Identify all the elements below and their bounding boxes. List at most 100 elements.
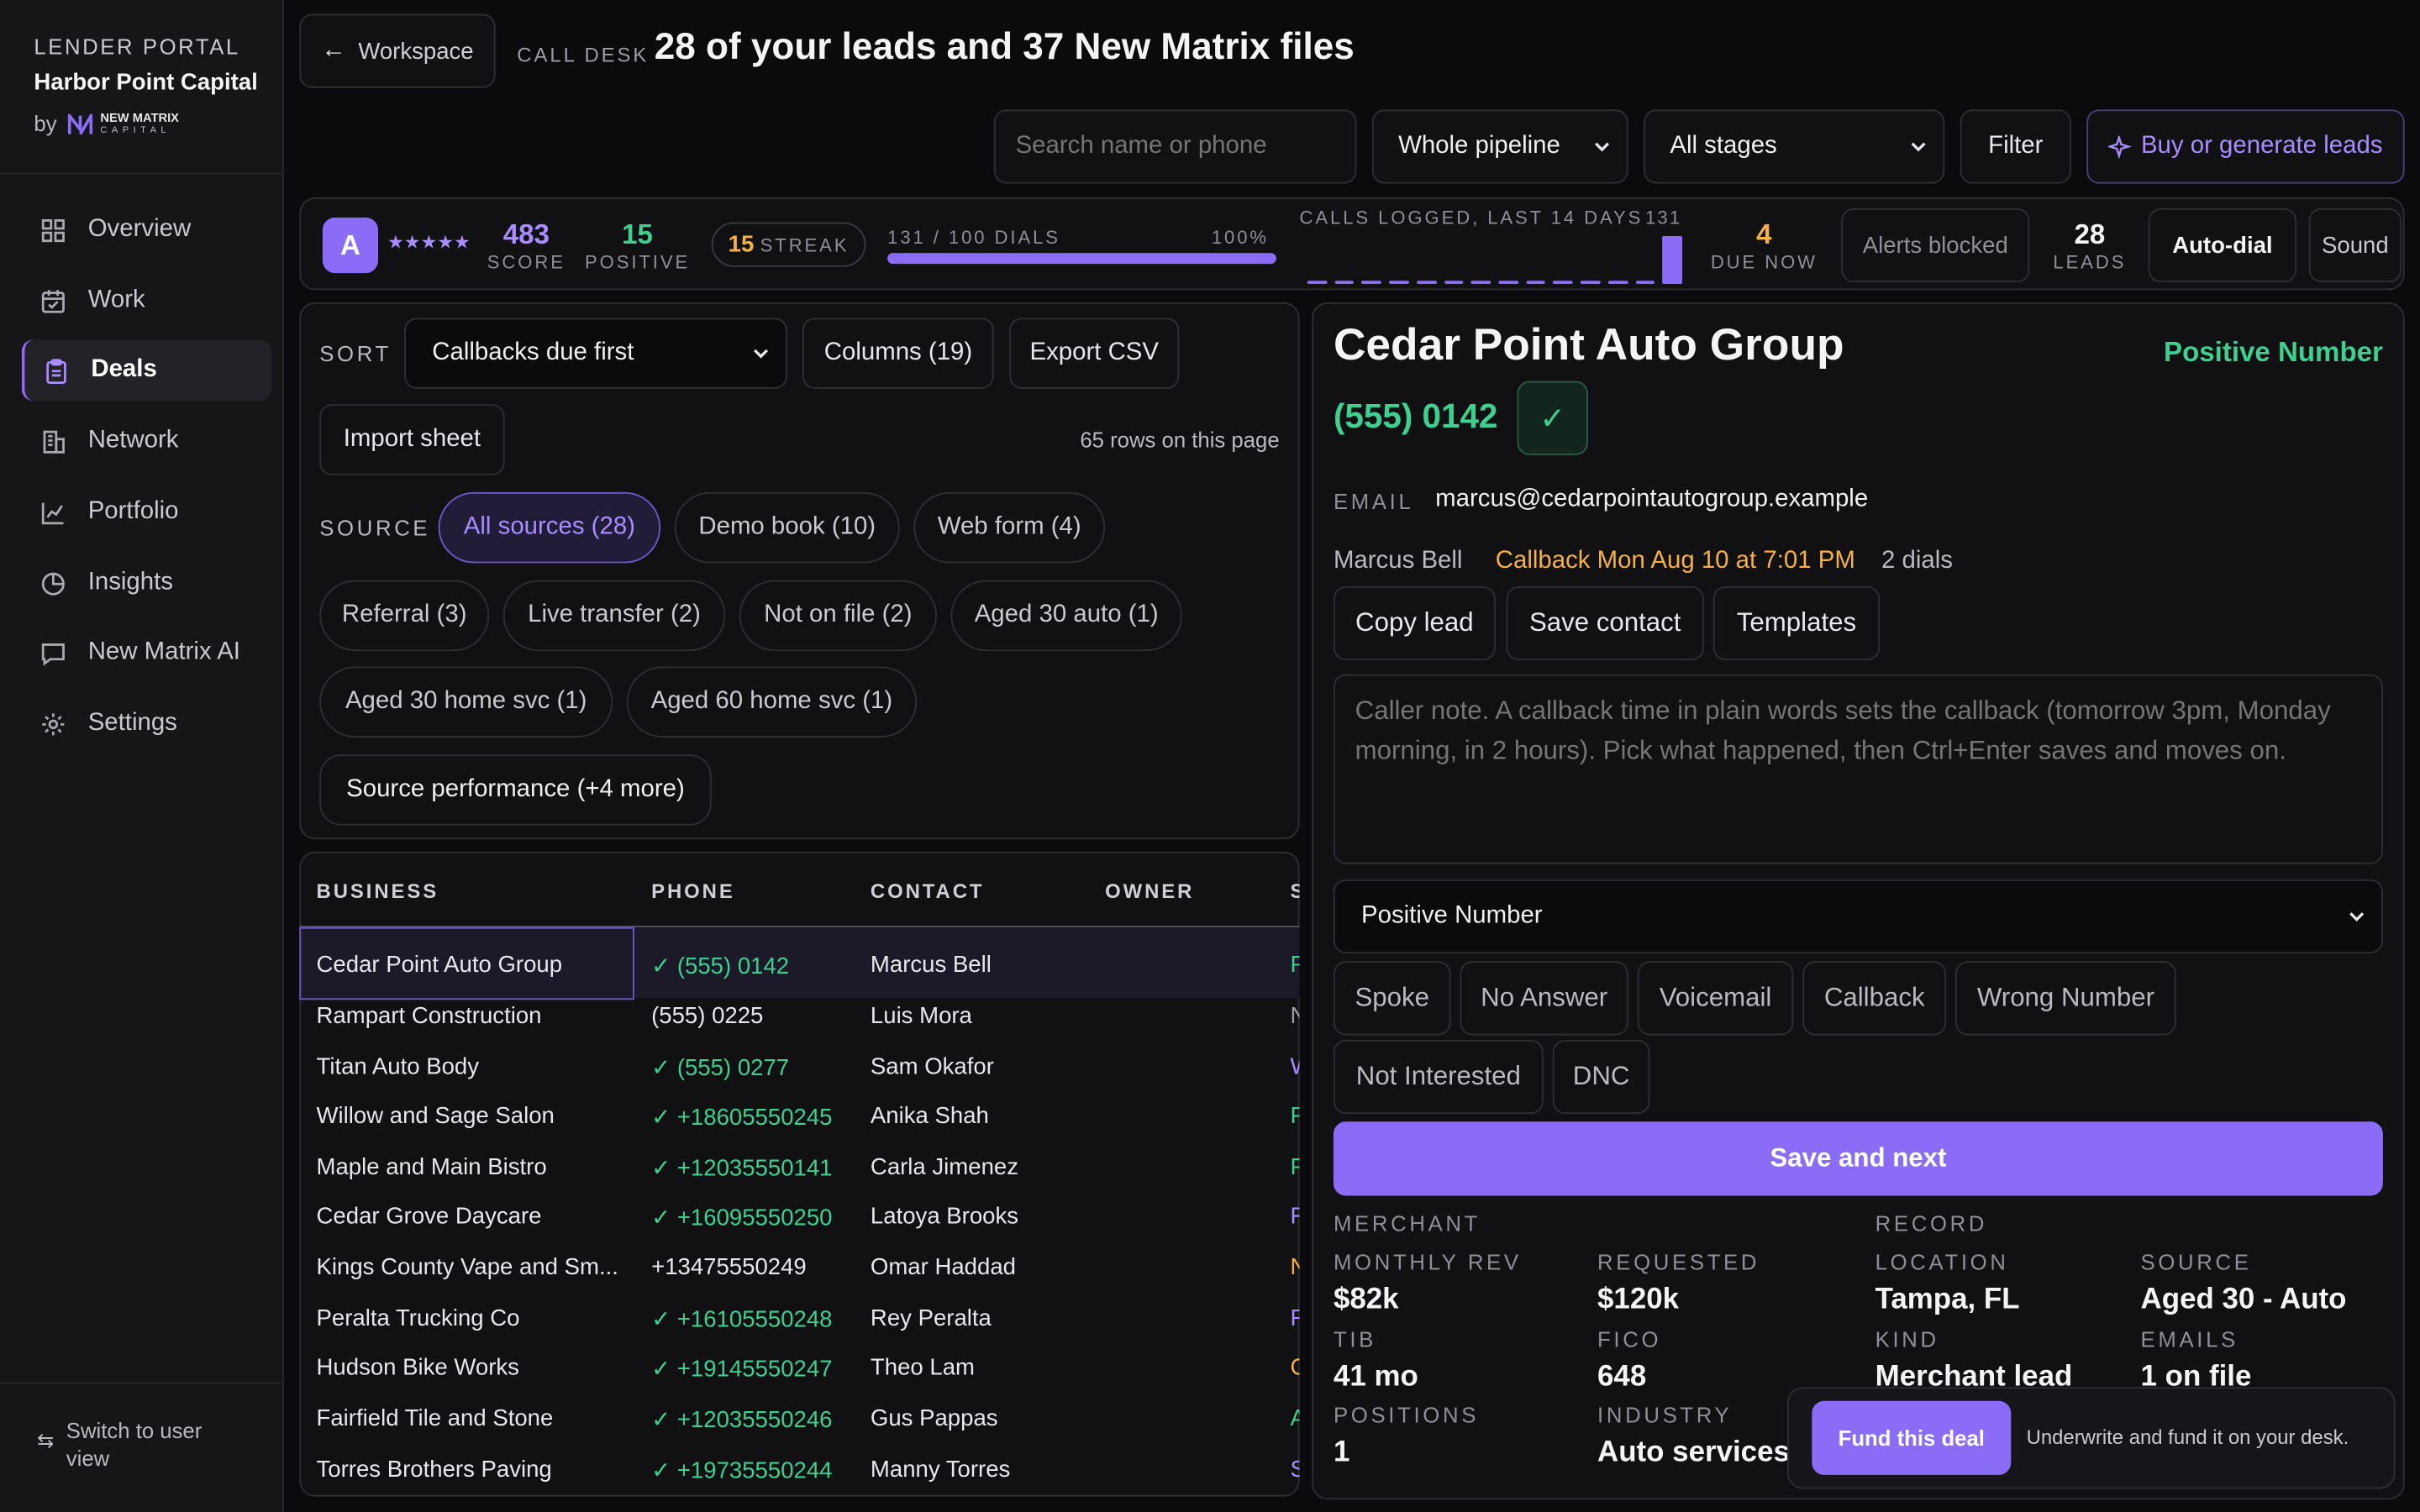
grid-icon: [41, 218, 65, 242]
auto-dial-button[interactable]: Auto-dial: [2148, 207, 2297, 283]
sidebar-item-portfolio[interactable]: Portfolio: [22, 481, 272, 543]
verify-phone-button[interactable]: ✓: [1517, 381, 1588, 455]
sidebar-item-new-matrix-ai[interactable]: New Matrix AI: [22, 622, 272, 683]
score-label: SCORE: [487, 251, 566, 274]
outcome-not-interested-button[interactable]: Not Interested: [1333, 1039, 1544, 1115]
stage-cell: N: [1291, 1003, 1300, 1029]
phone-cell[interactable]: ✓ +12035550141: [651, 1155, 833, 1182]
search-input[interactable]: [993, 109, 1357, 184]
table-row[interactable]: Rampart Construction (555) 0225 Luis Mor…: [299, 990, 1300, 1040]
save-and-next-button[interactable]: Save and next: [1333, 1121, 2383, 1196]
source-chip-web-form[interactable]: Web form (4): [913, 491, 1106, 564]
phone-cell[interactable]: ✓ +18605550245: [651, 1105, 833, 1131]
stage-cell: R: [1291, 1204, 1300, 1230]
contact-cell: Marcus Bell: [870, 952, 992, 979]
phone-cell[interactable]: ✓ +19145550247: [651, 1356, 833, 1383]
selected-row-highlight: [299, 927, 1300, 999]
copy-lead-button[interactable]: Copy lead: [1333, 585, 1496, 661]
outcome-no-answer-button[interactable]: No Answer: [1460, 961, 1628, 1036]
source-performance-button[interactable]: Source performance (+4 more): [319, 754, 712, 826]
column-header-phone[interactable]: PHONE: [651, 879, 735, 903]
source-chip-live-transfer[interactable]: Live transfer (2): [502, 580, 726, 652]
calls-day-bar: [1635, 281, 1655, 284]
outcome-spoke-button[interactable]: Spoke: [1333, 961, 1451, 1036]
business-cell: Maple and Main Bistro: [316, 1153, 547, 1181]
phone-cell[interactable]: +13475550249: [651, 1254, 807, 1281]
lead-contact: Marcus Bell: [1333, 548, 1463, 575]
pipeline-select[interactable]: Whole pipeline: [1371, 109, 1628, 184]
sidebar-item-work[interactable]: Work: [22, 270, 272, 331]
sidebar: LENDER PORTAL Harbor Point Capital by NE…: [0, 0, 284, 1512]
table-row[interactable]: Hudson Bike Works ✓ +19145550247 Theo La…: [299, 1342, 1300, 1392]
sidebar-item-overview[interactable]: Overview: [22, 199, 272, 260]
table-row[interactable]: Willow and Sage Salon ✓ +18605550245 Ani…: [299, 1091, 1300, 1141]
outcome-select[interactable]: Positive Number: [1333, 879, 2383, 954]
chevron-down-icon: [1911, 142, 1926, 152]
source-chip-aged-60-home-svc[interactable]: Aged 60 home svc (1): [626, 666, 918, 738]
streak-label: STREAK: [760, 234, 850, 255]
sidebar-item-deals[interactable]: Deals: [21, 339, 272, 402]
sidebar-item-settings[interactable]: Settings: [22, 693, 272, 754]
filter-button[interactable]: Filter: [1960, 109, 2071, 184]
sound-button[interactable]: Sound: [2308, 207, 2402, 283]
column-header-business[interactable]: BUSINESS: [316, 879, 439, 903]
outcome-voicemail-button[interactable]: Voicemail: [1637, 961, 1794, 1036]
sidebar-item-insights[interactable]: Insights: [22, 553, 272, 614]
gear-icon: [42, 712, 65, 735]
table-row[interactable]: Torres Brothers Paving ✓ +19735550244 Ma…: [299, 1444, 1300, 1494]
source-chip-not-on-file[interactable]: Not on file (2): [739, 580, 937, 652]
calls-day-bar: [1416, 281, 1437, 284]
source-chip-all[interactable]: All sources (28): [438, 491, 661, 564]
save-contact-button[interactable]: Save contact: [1506, 585, 1704, 661]
outcome-callback-button[interactable]: Callback: [1802, 961, 1947, 1036]
sort-label: SORT: [319, 340, 392, 366]
page-title: 28 of your leads and 37 New Matrix files: [654, 26, 1355, 68]
buy-leads-button[interactable]: Buy or generate leads: [2086, 109, 2405, 184]
table-row[interactable]: Cedar Grove Daycare ✓ +16095550250 Latoy…: [299, 1191, 1300, 1241]
import-sheet-button[interactable]: Import sheet: [319, 404, 505, 475]
table-row[interactable]: Kings County Vape and Sm... +13475550249…: [299, 1242, 1300, 1292]
caller-note-input[interactable]: [1333, 674, 2383, 864]
outcome-wrong-number-button[interactable]: Wrong Number: [1955, 961, 2176, 1036]
source-chip-referral[interactable]: Referral (3): [319, 580, 490, 652]
streak-badge: 15 STREAK: [711, 222, 866, 267]
column-header-stage[interactable]: S: [1291, 879, 1300, 903]
table-row[interactable]: Titan Auto Body ✓ (555) 0277 Sam Okafor …: [299, 1042, 1300, 1091]
new-matrix-logo: NEW MATRIX CAPITAL: [67, 111, 179, 137]
phone-cell[interactable]: ✓ +12035550246: [651, 1407, 833, 1434]
sidebar-item-network[interactable]: Network: [22, 411, 272, 472]
phone-cell[interactable]: ✓ +16095550250: [651, 1205, 833, 1231]
templates-button[interactable]: Templates: [1712, 585, 1881, 661]
phone-cell[interactable]: ✓ +19735550244: [651, 1457, 833, 1484]
export-csv-button[interactable]: Export CSV: [1009, 318, 1180, 389]
outcome-dnc-button[interactable]: DNC: [1552, 1039, 1650, 1115]
table-row[interactable]: Fairfield Tile and Stone ✓ +12035550246 …: [299, 1394, 1300, 1443]
fund-this-deal-button[interactable]: Fund this deal: [1812, 1400, 2012, 1475]
table-row[interactable]: Cedar Point Auto Group ✓ (555) 0142 Marc…: [299, 940, 1300, 990]
phone-cell[interactable]: (555) 0225: [651, 1002, 764, 1030]
stage-select[interactable]: All stages: [1644, 109, 1945, 184]
phone-cell[interactable]: ✓ (555) 0277: [651, 1055, 790, 1082]
contact-cell: Theo Lam: [870, 1354, 975, 1381]
lead-email[interactable]: marcus@cedarpointautogroup.example: [1435, 486, 1869, 512]
source-chip-aged-30-home-svc[interactable]: Aged 30 home svc (1): [319, 666, 613, 738]
merchant-section-label: MERCHANT: [1333, 1210, 1481, 1236]
column-header-contact[interactable]: CONTACT: [870, 879, 985, 903]
record-section-label: RECORD: [1875, 1210, 1988, 1236]
table-row[interactable]: Maple and Main Bistro ✓ +12035550141 Car…: [299, 1142, 1300, 1191]
columns-button[interactable]: Columns (19): [802, 318, 994, 389]
back-to-workspace-button[interactable]: ← Workspace: [299, 13, 496, 88]
column-header-owner[interactable]: OWNER: [1105, 879, 1195, 903]
contact-cell: Rey Peralta: [870, 1305, 992, 1332]
source-chip-aged-30-auto[interactable]: Aged 30 auto (1): [950, 580, 1182, 652]
table-row[interactable]: Peralta Trucking Co ✓ +16105550248 Rey P…: [299, 1293, 1300, 1342]
due-now-value: 4: [1756, 218, 1772, 250]
source-chip-demo-book[interactable]: Demo book (10): [674, 491, 900, 564]
lead-phone[interactable]: (555) 0142: [1333, 396, 1498, 435]
sort-select[interactable]: Callbacks due first: [404, 318, 787, 389]
phone-cell[interactable]: ✓ (555) 0142: [651, 953, 790, 980]
calls-day-bar: [1389, 281, 1409, 284]
switch-view-button[interactable]: ⇆ Switch to user view: [37, 1416, 236, 1472]
alerts-blocked-button[interactable]: Alerts blocked: [1841, 207, 2030, 283]
phone-cell[interactable]: ✓ +16105550248: [651, 1306, 833, 1333]
